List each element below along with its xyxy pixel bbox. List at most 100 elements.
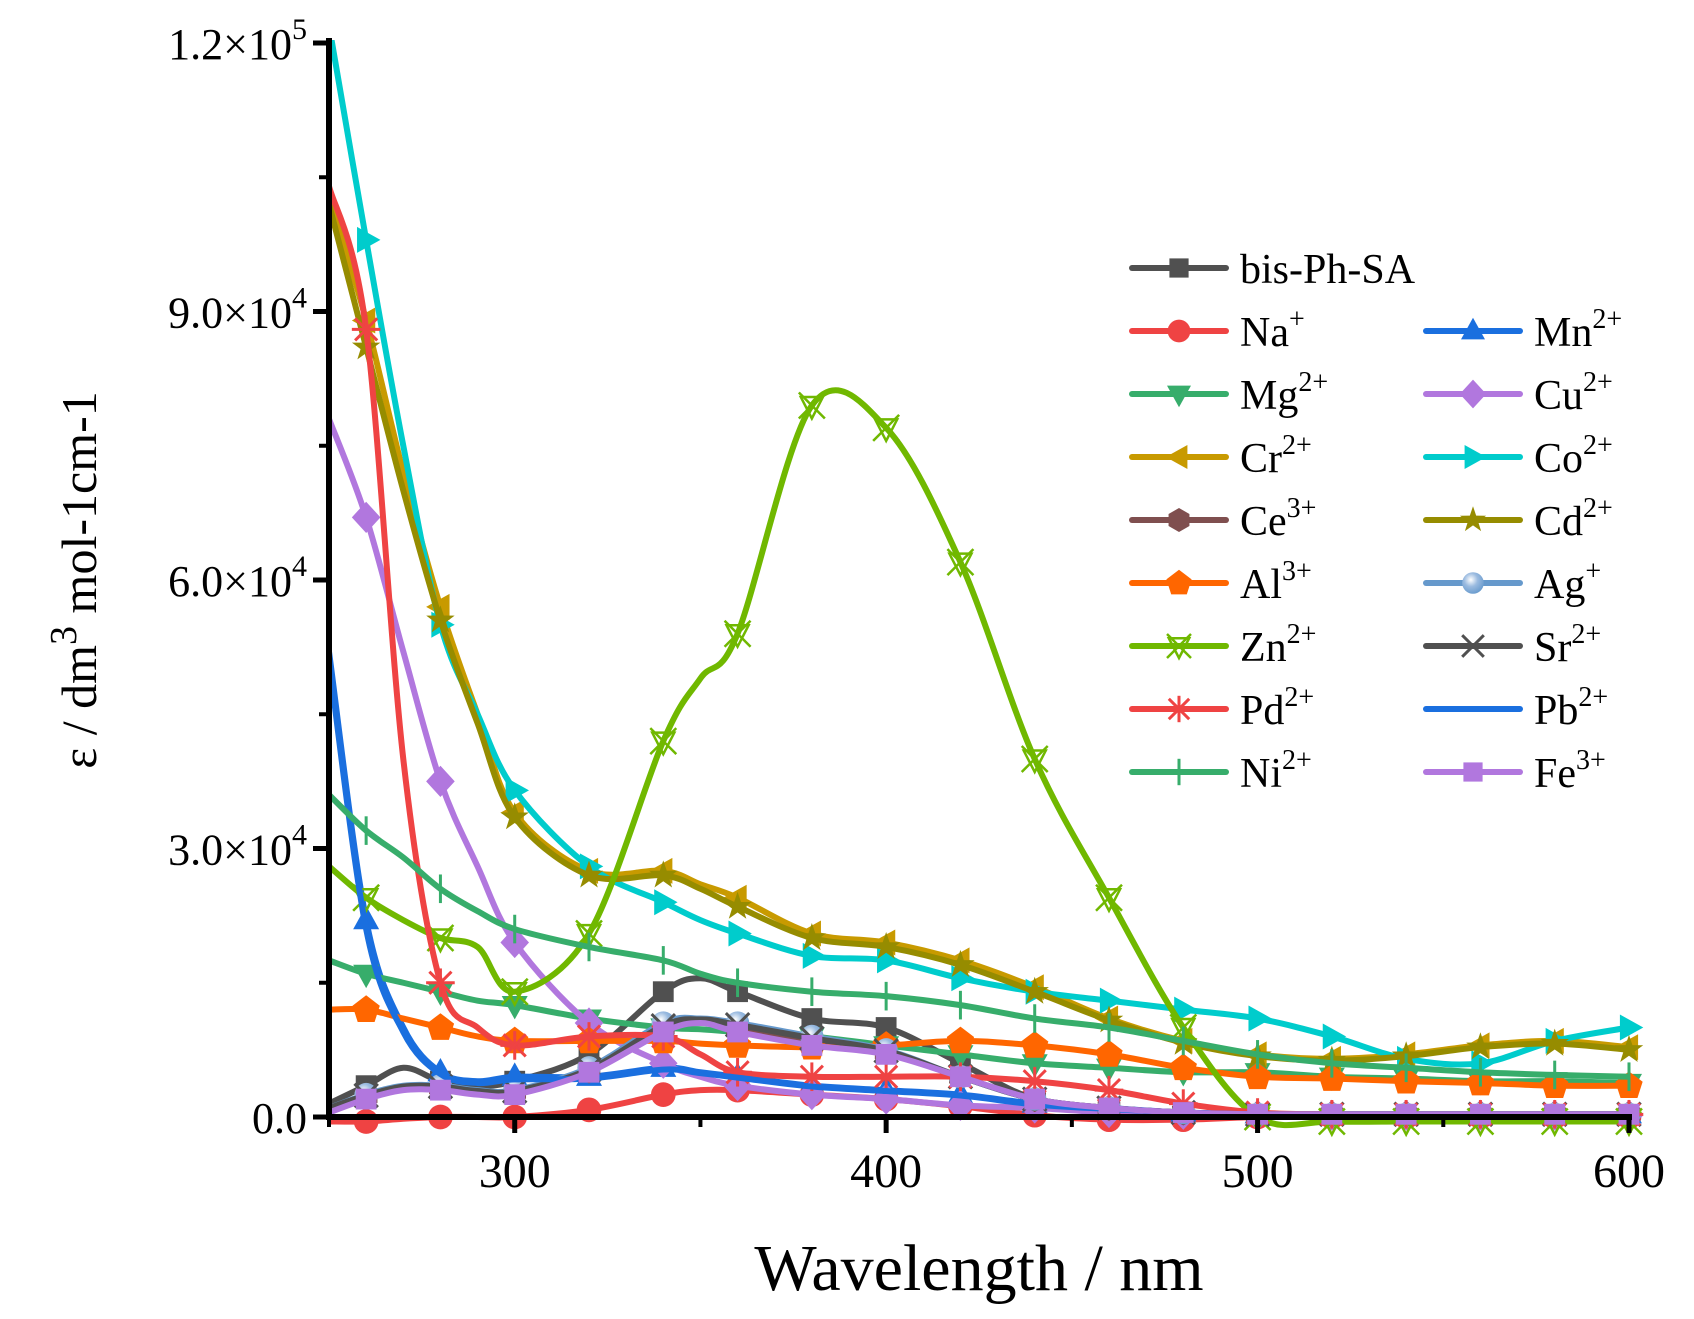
- legend-label: Ce3+: [1240, 493, 1316, 545]
- legend-label-charge: 2+: [1583, 367, 1613, 398]
- data-point: [946, 1026, 975, 1054]
- data-point: [1322, 1023, 1347, 1050]
- data-point: [728, 920, 752, 947]
- legend-label-base: Cd: [1534, 499, 1583, 545]
- legend-label-charge: 2+: [1298, 367, 1328, 398]
- data-point: [1619, 1014, 1644, 1041]
- legend-label-charge: 2+: [1578, 682, 1608, 713]
- legend-label-base: Co: [1534, 436, 1583, 482]
- legend-item-pd: Pd2+: [1129, 682, 1314, 734]
- data-point: [500, 1031, 530, 1060]
- triangle-down-marker: [1167, 385, 1191, 408]
- y-tick-exponent: 4: [292, 550, 307, 583]
- data-point: [802, 942, 827, 969]
- data-point: [1020, 976, 1049, 1004]
- y-axis-label-rest: mol-1cm-1: [51, 391, 107, 626]
- legend-item-zn: Zn2+: [1129, 619, 1317, 671]
- plot-area: [329, 40, 1644, 1138]
- data-point: [871, 932, 901, 960]
- legend-label-charge: +: [1585, 556, 1601, 587]
- series-line: [329, 40, 1630, 1068]
- data-point: [1169, 1053, 1197, 1081]
- y-tick-exponent: 4: [292, 282, 307, 315]
- legend-label-charge: 3+: [1576, 745, 1606, 776]
- series-line: [329, 387, 1629, 1129]
- series-zn: [329, 387, 1643, 1138]
- triangle-left-marker: [1165, 445, 1188, 469]
- data-point: [801, 1008, 823, 1029]
- data-point: [574, 860, 604, 888]
- data-point: [351, 315, 381, 344]
- legend-label-base: Na: [1240, 310, 1289, 356]
- legend-label-base: Ni: [1240, 751, 1282, 797]
- legend-item-cu: Cu2+: [1423, 367, 1613, 419]
- x-tick-label: 400: [850, 1145, 922, 1198]
- sphere-marker: [1462, 572, 1484, 594]
- star-marker: [1459, 506, 1487, 532]
- legend-item-sr: Sr2+: [1423, 619, 1601, 671]
- y-axis-label: ε / dm3 mol-1cm-1: [43, 391, 107, 768]
- data-point: [426, 1013, 455, 1040]
- data-point: [723, 1057, 752, 1087]
- legend-item-mn: Mn2+: [1423, 304, 1622, 356]
- legend-label: Fe3+: [1534, 745, 1606, 797]
- legend-item-ce: Ce3+: [1129, 493, 1316, 545]
- legend-item-fe: Fe3+: [1423, 745, 1606, 797]
- axes: 300 400 500 6000.03.0×1046.0×1049.0×1041.2×…: [168, 13, 1665, 1198]
- legend-label-base: Cr: [1240, 436, 1282, 482]
- y-tick-mantissa: 6.0×10: [168, 557, 292, 606]
- data-point: [1098, 1097, 1120, 1119]
- legend-label-base: Ag: [1534, 562, 1585, 608]
- square-marker: [1169, 258, 1189, 278]
- data-point: [1095, 1040, 1123, 1067]
- legend-label-charge: 2+: [1284, 682, 1314, 713]
- data-point: [352, 995, 380, 1022]
- data-point: [426, 968, 455, 998]
- y-axis-label-main: ε / dm: [51, 645, 107, 769]
- data-point: [875, 1017, 897, 1038]
- y-tick-mantissa: 9.0×10: [168, 289, 292, 338]
- data-point: [1024, 1088, 1046, 1110]
- data-point: [875, 1043, 897, 1065]
- legend-label: Cr2+: [1240, 430, 1312, 482]
- legend-label-base: Fe: [1534, 751, 1576, 797]
- legend-label-charge: 3+: [1287, 493, 1317, 524]
- legend-item-ag: Ag+: [1423, 556, 1601, 608]
- asterisk-marker: [1165, 695, 1193, 723]
- data-point: [357, 226, 381, 253]
- legend-label: Mn2+: [1534, 304, 1622, 356]
- legend-label-base: bis-Ph-SA: [1240, 247, 1416, 293]
- data-point: [649, 860, 678, 888]
- zn-cross-marker: [1166, 633, 1192, 661]
- legend-label-charge: 2+: [1282, 745, 1312, 776]
- data-point: [801, 1035, 823, 1056]
- data-point: [500, 977, 529, 1008]
- data-point: [1095, 883, 1123, 914]
- legend-label: Ag+: [1534, 556, 1601, 608]
- legend-label-base: Cu: [1534, 373, 1583, 419]
- legend-label-charge: 2+: [1282, 430, 1312, 461]
- data-point: [353, 1109, 379, 1134]
- data-point: [430, 1079, 451, 1101]
- legend-label-base: Pd: [1240, 688, 1284, 734]
- legend-label: Na+: [1240, 304, 1305, 356]
- data-point: [1540, 1028, 1569, 1056]
- y-tick-mantissa: 1.2×10: [168, 20, 292, 69]
- y-tick-mantissa: 3.0×10: [168, 826, 292, 875]
- data-point: [351, 501, 381, 533]
- legend-label: Pd2+: [1240, 682, 1314, 734]
- data-point: [652, 1021, 674, 1043]
- legend-label-charge: 2+: [1287, 619, 1317, 650]
- data-point: [797, 1079, 827, 1111]
- legend-label: Pb2+: [1534, 682, 1608, 734]
- data-point: [950, 1066, 971, 1088]
- x-marker: [1461, 634, 1485, 658]
- data-point: [871, 1062, 901, 1092]
- legend-label-base: Sr: [1534, 625, 1571, 671]
- y-tick-label: 9.0×104: [168, 282, 307, 338]
- data-point: [578, 1061, 600, 1083]
- legend-label: bis-Ph-SA: [1240, 247, 1416, 293]
- x-axis-label: Wavelength / nm: [754, 1232, 1203, 1305]
- series-line: [329, 792, 1630, 1080]
